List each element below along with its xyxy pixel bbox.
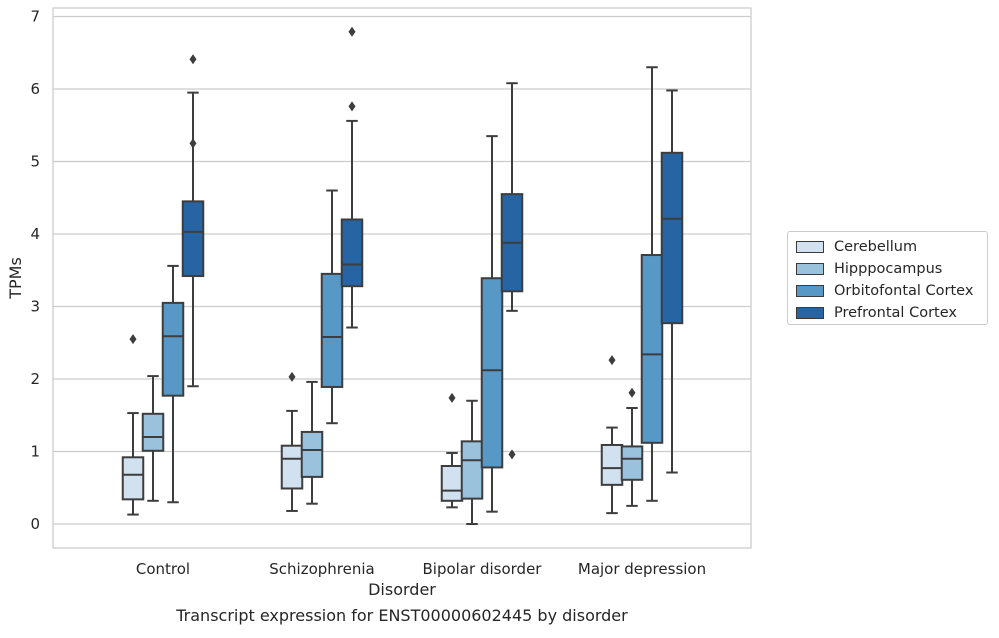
box (480, 277, 504, 469)
box (161, 301, 185, 397)
y-tick-label: 3 (30, 298, 40, 316)
y-tick-label: 1 (30, 443, 40, 461)
series-cerebellum (121, 334, 624, 516)
outlier-point (448, 392, 456, 403)
legend-swatch-orbitofrontal (796, 285, 824, 297)
x-tick-label: Schizophrenia (269, 560, 374, 578)
box (300, 430, 324, 478)
x-axis-label: Disorder (368, 580, 436, 599)
plot-frame (52, 7, 752, 549)
legend-item-prefrontal: Prefrontal Cortex (796, 302, 979, 324)
legend-swatch-prefrontal (796, 307, 824, 319)
box (620, 445, 644, 481)
y-axis-label: TPMs (6, 257, 25, 300)
y-tick-label: 2 (30, 370, 40, 388)
outlier-point (189, 138, 197, 149)
legend-label-hippocampus: Hipppocampus (834, 261, 943, 277)
outlier-point (608, 355, 616, 366)
x-tick-label: Bipolar disorder (423, 560, 543, 578)
y-tick-label: 4 (30, 225, 40, 243)
outlier-point (348, 101, 356, 112)
legend-label-orbitofrontal: Orbitofontal Cortex (834, 283, 974, 299)
x-tick-label: Control (136, 560, 190, 578)
outlier-point (628, 387, 636, 398)
series-prefrontal-cortex (181, 26, 684, 474)
legend-label-prefrontal: Prefrontal Cortex (834, 305, 957, 321)
legend-swatch-hippocampus (796, 263, 824, 275)
legend: Cerebellum Hipppocampus Orbitofontal Cor… (787, 231, 988, 325)
box-series-group (121, 26, 684, 525)
legend-item-orbitofrontal: Orbitofontal Cortex (796, 280, 979, 302)
box (141, 412, 165, 452)
box (600, 443, 624, 486)
y-tick-labels: 0 1 2 3 4 5 6 7 (30, 8, 40, 534)
outlier-point (288, 371, 296, 382)
outlier-point (508, 449, 516, 460)
legend-label-cerebellum: Cerebellum (834, 239, 918, 255)
y-tick-label: 6 (30, 80, 40, 98)
x-tick-label: Major depression (578, 560, 706, 578)
y-tick-label: 7 (30, 8, 40, 26)
x-tick-labels: Control Schizophrenia Bipolar disorder Majo… (136, 560, 706, 578)
legend-item-cerebellum: Cerebellum (796, 236, 979, 258)
box (460, 440, 484, 500)
outlier-point (348, 26, 356, 37)
box (320, 272, 344, 388)
box (340, 218, 364, 288)
legend-item-hippocampus: Hipppocampus (796, 258, 979, 280)
box (660, 151, 684, 325)
y-tick-label: 0 (30, 515, 40, 533)
outlier-point (129, 334, 137, 345)
box (121, 456, 145, 501)
y-tick-label: 5 (30, 153, 40, 171)
series-orbitofontal-cortex (161, 66, 664, 513)
box (181, 200, 205, 278)
series-hipppocampus (141, 375, 644, 525)
box (280, 444, 304, 490)
legend-swatch-cerebellum (796, 241, 824, 253)
outlier-point (189, 54, 197, 65)
chart-caption: Transcript expression for ENST0000060244… (176, 606, 628, 625)
box (440, 465, 464, 502)
box (640, 254, 664, 444)
